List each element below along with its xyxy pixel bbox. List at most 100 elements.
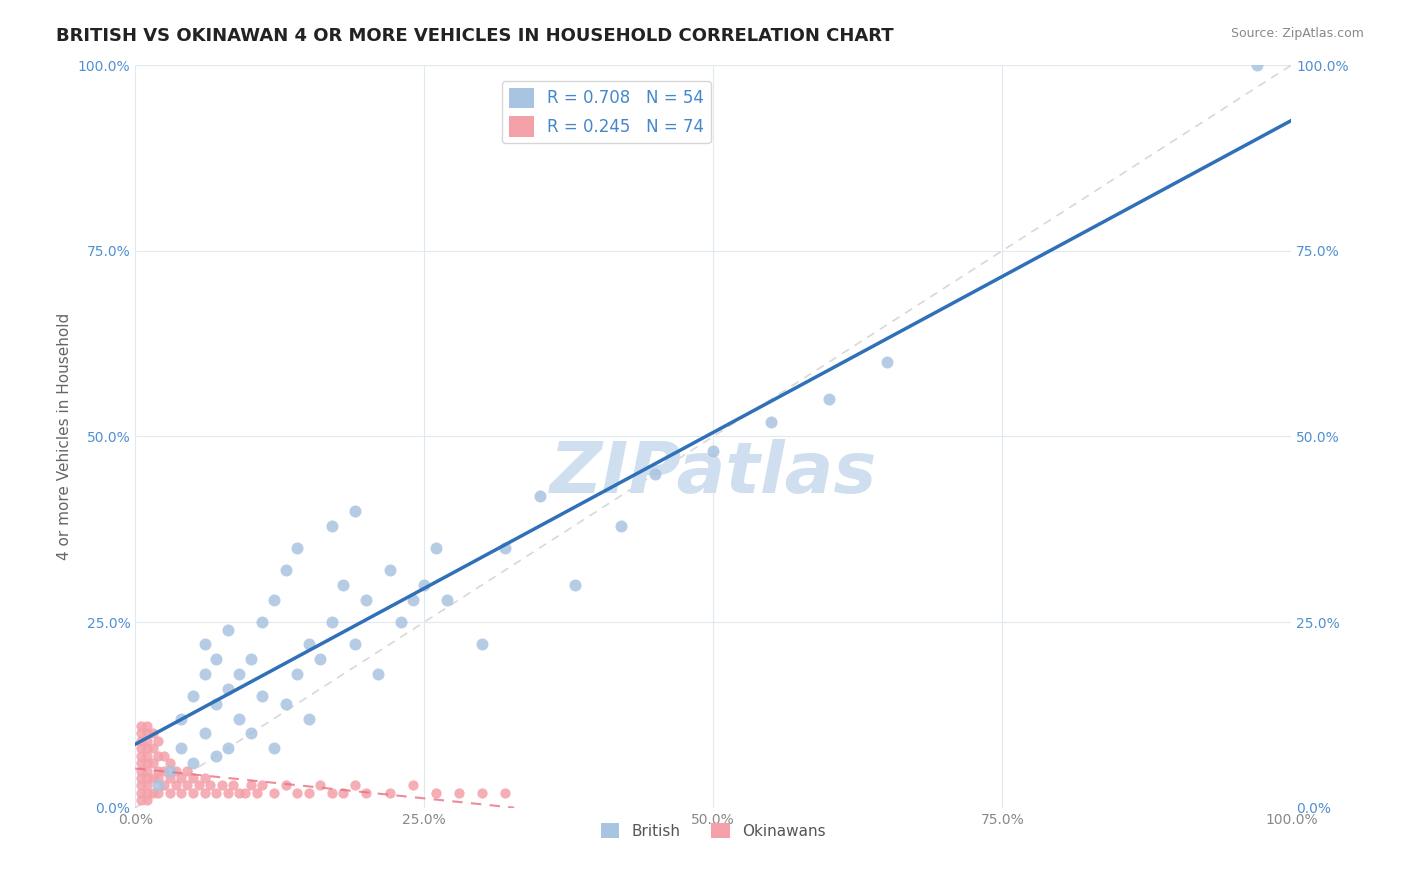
Point (135, 734, 157, 748)
Point (142, 786, 165, 800)
Point (165, 764, 187, 778)
Point (129, 764, 152, 778)
Point (170, 786, 193, 800)
Point (378, 563, 401, 577)
Point (494, 786, 516, 800)
Point (181, 690, 204, 704)
Point (148, 764, 170, 778)
Point (142, 726, 165, 740)
Point (148, 779, 170, 793)
Point (246, 786, 269, 800)
Point (153, 748, 176, 763)
Point (321, 518, 343, 533)
Point (471, 637, 494, 651)
Point (205, 786, 228, 800)
Point (702, 444, 724, 458)
Point (159, 771, 181, 785)
Point (228, 667, 250, 681)
Point (436, 592, 458, 607)
Point (153, 779, 176, 793)
Point (298, 786, 321, 800)
Point (194, 667, 217, 681)
Point (135, 793, 157, 807)
Legend: British, Okinawans: British, Okinawans (595, 816, 831, 845)
Text: BRITISH VS OKINAWAN 4 OR MORE VEHICLES IN HOUSEHOLD CORRELATION CHART: BRITISH VS OKINAWAN 4 OR MORE VEHICLES I… (56, 27, 894, 45)
Point (356, 592, 378, 607)
Point (129, 779, 152, 793)
Point (252, 690, 274, 704)
Point (129, 741, 152, 756)
Point (298, 637, 321, 651)
Point (309, 652, 332, 666)
Point (1246, 58, 1268, 72)
Point (332, 578, 354, 592)
Point (402, 779, 425, 793)
Point (529, 489, 551, 503)
Point (142, 771, 165, 785)
Point (200, 779, 222, 793)
Point (217, 786, 239, 800)
Point (298, 712, 321, 726)
Point (222, 779, 245, 793)
Point (159, 756, 181, 771)
Point (148, 734, 170, 748)
Point (170, 771, 193, 785)
Point (135, 764, 157, 778)
Point (129, 793, 152, 807)
Point (285, 786, 308, 800)
Point (378, 786, 401, 800)
Point (129, 748, 152, 763)
Point (148, 748, 170, 763)
Point (194, 786, 217, 800)
Point (425, 541, 447, 555)
Point (818, 392, 841, 407)
Point (142, 741, 165, 756)
Point (135, 756, 157, 771)
Point (321, 786, 343, 800)
Point (228, 786, 250, 800)
Point (239, 726, 262, 740)
Point (148, 771, 170, 785)
Point (135, 771, 157, 785)
Point (389, 615, 412, 629)
Point (285, 541, 308, 555)
Point (165, 779, 187, 793)
Point (332, 786, 354, 800)
Point (148, 786, 170, 800)
Point (129, 786, 152, 800)
Point (153, 764, 176, 778)
Point (233, 786, 256, 800)
Point (135, 786, 157, 800)
Point (170, 741, 193, 756)
Point (194, 637, 217, 651)
Point (129, 719, 152, 733)
Point (129, 756, 152, 771)
Point (413, 578, 436, 592)
Point (494, 541, 516, 555)
Point (159, 786, 181, 800)
Point (471, 786, 494, 800)
Point (252, 615, 274, 629)
Point (274, 563, 297, 577)
Point (135, 741, 157, 756)
Point (759, 415, 782, 429)
Point (194, 726, 217, 740)
Point (135, 748, 157, 763)
Point (564, 578, 586, 592)
Point (252, 779, 274, 793)
Y-axis label: 4 or more Vehicles in Household: 4 or more Vehicles in Household (58, 313, 72, 560)
Point (129, 734, 152, 748)
Point (159, 764, 181, 778)
Point (239, 652, 262, 666)
Point (211, 779, 233, 793)
Point (217, 741, 239, 756)
Point (176, 779, 198, 793)
Point (129, 726, 152, 740)
Point (205, 652, 228, 666)
Point (343, 504, 366, 518)
Point (263, 786, 285, 800)
Point (285, 667, 308, 681)
Point (181, 756, 204, 771)
Point (187, 779, 209, 793)
Point (135, 779, 157, 793)
